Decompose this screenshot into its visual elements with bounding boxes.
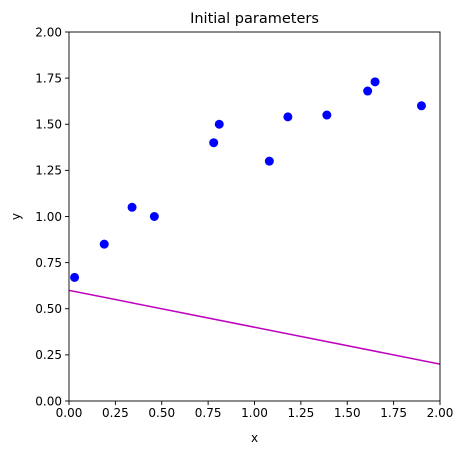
y-tick-label: 1.50 — [35, 118, 62, 132]
x-tick-label: 0.25 — [102, 406, 129, 420]
data-point — [149, 212, 159, 221]
x-tick-label: 1.25 — [288, 406, 315, 420]
data-point — [283, 112, 293, 122]
x-tick-label: 0.75 — [195, 406, 222, 420]
plot-area: 0.00 0.25 0.50 0.75 1.00 1.25 1.50 1.75 2.00 0.00… — [35, 25, 453, 420]
data-point — [127, 202, 137, 212]
data-point — [363, 86, 373, 96]
scatter-series — [70, 77, 426, 282]
data-point — [264, 156, 274, 166]
y-tick-label: 1.00 — [35, 210, 62, 224]
y-tick-label: 1.75 — [35, 71, 62, 85]
y-tick-label: 0.00 — [35, 394, 62, 408]
x-tick-label: 2.00 — [427, 406, 454, 420]
line-series — [69, 289, 440, 365]
y-tick-label: 0.75 — [35, 256, 62, 270]
y-tick-label: 1.25 — [35, 164, 62, 178]
x-tick-label: 0.00 — [56, 406, 83, 420]
data-point — [209, 138, 219, 148]
data-point — [416, 101, 426, 111]
x-tick-label: 1.75 — [380, 406, 407, 420]
data-point — [214, 119, 224, 129]
data-point — [70, 272, 80, 282]
y-tick-label: 0.25 — [35, 348, 62, 362]
x-tick-label: 0.50 — [148, 406, 175, 420]
x-tick-label: 1.00 — [241, 406, 268, 420]
y-tick-label: 2.00 — [35, 25, 62, 39]
data-point — [322, 110, 332, 120]
fit-line — [69, 289, 440, 365]
x-tick-label: 1.50 — [334, 406, 361, 420]
data-point — [370, 77, 380, 87]
x-axis-label: x — [251, 431, 258, 445]
data-point — [99, 239, 109, 249]
y-axis-label: y — [9, 213, 23, 220]
chart-title: Initial parameters — [190, 11, 319, 27]
y-tick-label: 0.50 — [35, 302, 62, 316]
